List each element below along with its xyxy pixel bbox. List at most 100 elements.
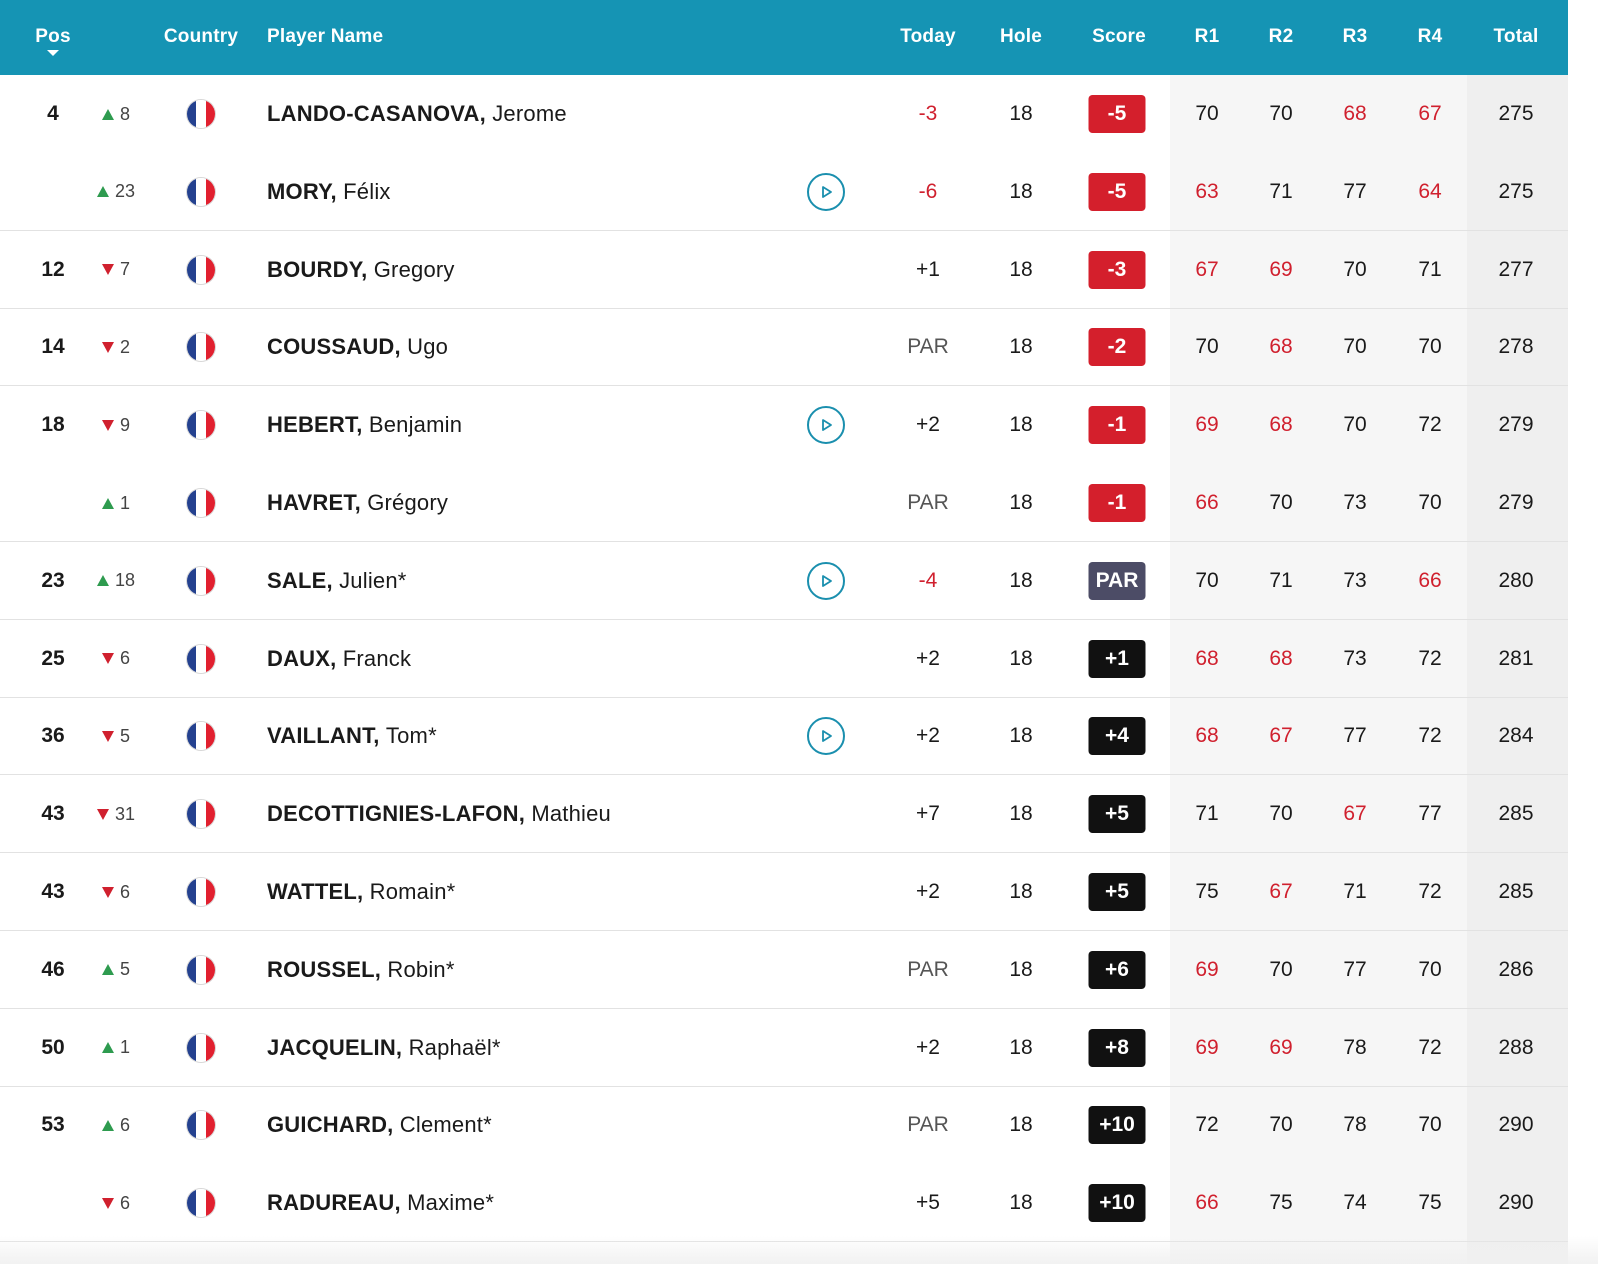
table-row[interactable]: 53 6 GUICHARD, Clement* PAR 18 +10 72 70 78 70 290 — [0, 1086, 1568, 1164]
movement-value: 1 — [119, 492, 131, 513]
player-last-name[interactable]: JACQUELIN, — [267, 1034, 403, 1060]
round-r4-score: 72 — [1418, 413, 1442, 437]
player-last-name[interactable]: DAUX, — [267, 645, 337, 671]
player-first-name[interactable]: Julien* — [339, 567, 407, 593]
table-row[interactable]: 50 1 JACQUELIN, Raphaël* +2 18 +8 69 69 78 72 288 — [0, 1009, 1568, 1087]
score-cell: +5 — [1088, 853, 1146, 931]
player-name[interactable]: VAILLANT, Tom* — [267, 697, 437, 775]
player-first-name[interactable]: Tom* — [385, 723, 437, 749]
table-row[interactable]: 25 6 DAUX, Franck +2 18 +1 68 68 73 72 281 — [0, 620, 1568, 698]
table-row[interactable]: 46 5 ROUSSEL, Robin* PAR 18 +6 69 70 77 70 286 — [0, 931, 1568, 1009]
player-first-name[interactable]: Clement* — [399, 1112, 492, 1138]
player-first-name[interactable]: Mathieu — [531, 801, 611, 827]
movement-value: 23 — [114, 181, 136, 202]
player-name[interactable]: ROUSSEL, Robin* — [267, 931, 455, 1009]
player-last-name[interactable]: ROUSSEL, — [267, 956, 382, 982]
player-name[interactable]: LANDO-CASANOVA, Jerome — [267, 75, 567, 153]
position-movement: 23 — [96, 153, 136, 231]
player-first-name[interactable]: Félix — [343, 178, 391, 204]
round-r2-score: 71 — [1269, 179, 1293, 203]
header-pos-sortable[interactable]: Pos — [35, 26, 71, 47]
player-first-name[interactable]: Gregory — [373, 256, 455, 282]
player-last-name[interactable]: WATTEL, — [267, 879, 364, 904]
table-row[interactable]: 36 5 VAILLANT, Tom* +2 18 +4 68 67 77 72 284 — [0, 697, 1568, 776]
position-movement: 1 — [101, 464, 131, 542]
triangle-up-icon — [96, 186, 109, 198]
header-hole[interactable]: Hole — [1000, 26, 1042, 47]
player-name[interactable]: HAVRET, Grégory — [267, 464, 448, 542]
player-name[interactable]: RADUREAU, Maxime* — [267, 1164, 494, 1242]
hole-value: 18 — [1009, 1191, 1033, 1215]
round-r1-score: 72 — [1195, 1113, 1219, 1137]
header-r2[interactable]: R2 — [1268, 26, 1294, 47]
header-score[interactable]: Score — [1092, 26, 1146, 47]
player-last-name[interactable]: GUICHARD, — [267, 1112, 394, 1138]
table-row[interactable]: 14 2 COUSSAUD, Ugo PAR 18 -2 70 68 70 70 278 — [0, 308, 1568, 387]
player-last-name[interactable]: COUSSAUD, — [267, 334, 401, 360]
header-r3[interactable]: R3 — [1342, 26, 1368, 47]
header-country[interactable]: Country — [163, 26, 239, 47]
player-name[interactable]: BOURDY, Gregory — [267, 231, 455, 309]
player-name[interactable]: WATTEL, Romain* — [267, 853, 455, 931]
table-row[interactable]: 43 31 DECOTTIGNIES-LAFON, Mathieu +7 18 +5 71 7… — [0, 775, 1568, 854]
score-badge: +5 — [1088, 873, 1146, 911]
triangle-up-icon — [101, 1042, 114, 1054]
header-today[interactable]: Today — [900, 26, 956, 47]
player-last-name[interactable]: SALE, — [267, 567, 333, 593]
table-row[interactable]: 23 MORY, Félix -6 18 -5 63 71 77 64 275 — [0, 153, 1568, 231]
player-last-name[interactable]: HEBERT, — [267, 412, 363, 438]
round-r3-score: 73 — [1343, 646, 1367, 670]
player-first-name[interactable]: Romain* — [369, 879, 456, 904]
player-last-name[interactable]: LANDO-CASANOVA, — [267, 101, 486, 126]
play-video-icon[interactable] — [807, 561, 845, 600]
hole-value: 18 — [1009, 880, 1033, 903]
round-r4-score: 70 — [1418, 1113, 1442, 1137]
total-score: 278 — [1498, 335, 1534, 359]
table-row[interactable]: 1 HAVRET, Grégory PAR 18 -1 66 70 73 70 279 — [0, 464, 1568, 542]
player-first-name[interactable]: Maxime* — [407, 1190, 495, 1216]
movement-value: 1 — [119, 1037, 131, 1058]
player-name[interactable]: HEBERT, Benjamin — [267, 386, 462, 464]
table-row[interactable]: 6 RADUREAU, Maxime* +5 18 +10 66 75 74 75 290 — [0, 1164, 1568, 1243]
header-total[interactable]: Total — [1493, 26, 1539, 47]
player-last-name[interactable]: VAILLANT, — [267, 723, 380, 749]
player-last-name[interactable]: MORY, — [267, 178, 337, 204]
table-row[interactable]: 23 18 SALE, Julien* -4 18 PAR 70 71 73 66 280 — [0, 542, 1568, 620]
player-first-name[interactable]: Jerome — [492, 101, 567, 126]
player-name[interactable]: JACQUELIN, Raphaël* — [267, 1009, 501, 1087]
hole-value: 18 — [1009, 102, 1033, 125]
header-r4[interactable]: R4 — [1417, 26, 1443, 47]
player-last-name[interactable]: HAVRET, — [267, 490, 361, 515]
header-player-name[interactable]: Player Name — [267, 26, 384, 47]
sort-caret-down-icon[interactable] — [47, 50, 59, 56]
player-name[interactable]: COUSSAUD, Ugo — [267, 308, 448, 386]
player-name[interactable]: GUICHARD, Clement* — [267, 1086, 492, 1164]
country-cell — [187, 1164, 215, 1242]
player-first-name[interactable]: Benjamin — [368, 412, 463, 438]
player-first-name[interactable]: Grégory — [367, 490, 449, 515]
play-video-icon[interactable] — [807, 717, 845, 756]
player-name[interactable]: DAUX, Franck — [267, 620, 411, 698]
play-video-icon[interactable] — [807, 172, 845, 211]
player-name[interactable]: MORY, Félix — [267, 153, 391, 231]
player-first-name[interactable]: Ugo — [407, 334, 449, 360]
position-movement: 6 — [101, 620, 130, 698]
player-last-name[interactable]: BOURDY, — [267, 256, 368, 282]
player-last-name[interactable]: DECOTTIGNIES-LAFON, — [267, 801, 526, 827]
table-row[interactable]: 18 9 HEBERT, Benjamin +2 18 -1 69 68 70 72 279 — [0, 386, 1568, 464]
player-name[interactable]: DECOTTIGNIES-LAFON, Mathieu — [267, 775, 611, 853]
player-first-name[interactable]: Raphaël* — [408, 1034, 501, 1060]
triangle-down-icon — [101, 653, 114, 665]
header-r1[interactable]: R1 — [1194, 26, 1220, 47]
player-name[interactable]: SALE, Julien* — [267, 542, 407, 620]
france-flag-icon — [187, 333, 215, 362]
table-row[interactable]: 4 8 LANDO-CASANOVA, Jerome -3 18 -5 70 70 68 67 27… — [0, 75, 1568, 153]
play-video-icon[interactable] — [807, 406, 845, 445]
triangle-down-icon — [101, 730, 114, 742]
player-first-name[interactable]: Franck — [342, 645, 412, 671]
position-value: 12 — [41, 257, 65, 281]
player-first-name[interactable]: Robin* — [387, 956, 455, 982]
table-row[interactable]: 43 6 WATTEL, Romain* +2 18 +5 75 67 71 72 285 — [0, 853, 1568, 931]
table-row[interactable]: 12 7 BOURDY, Gregory +1 18 -3 67 69 70 71 277 — [0, 231, 1568, 309]
player-last-name[interactable]: RADUREAU, — [267, 1190, 401, 1216]
